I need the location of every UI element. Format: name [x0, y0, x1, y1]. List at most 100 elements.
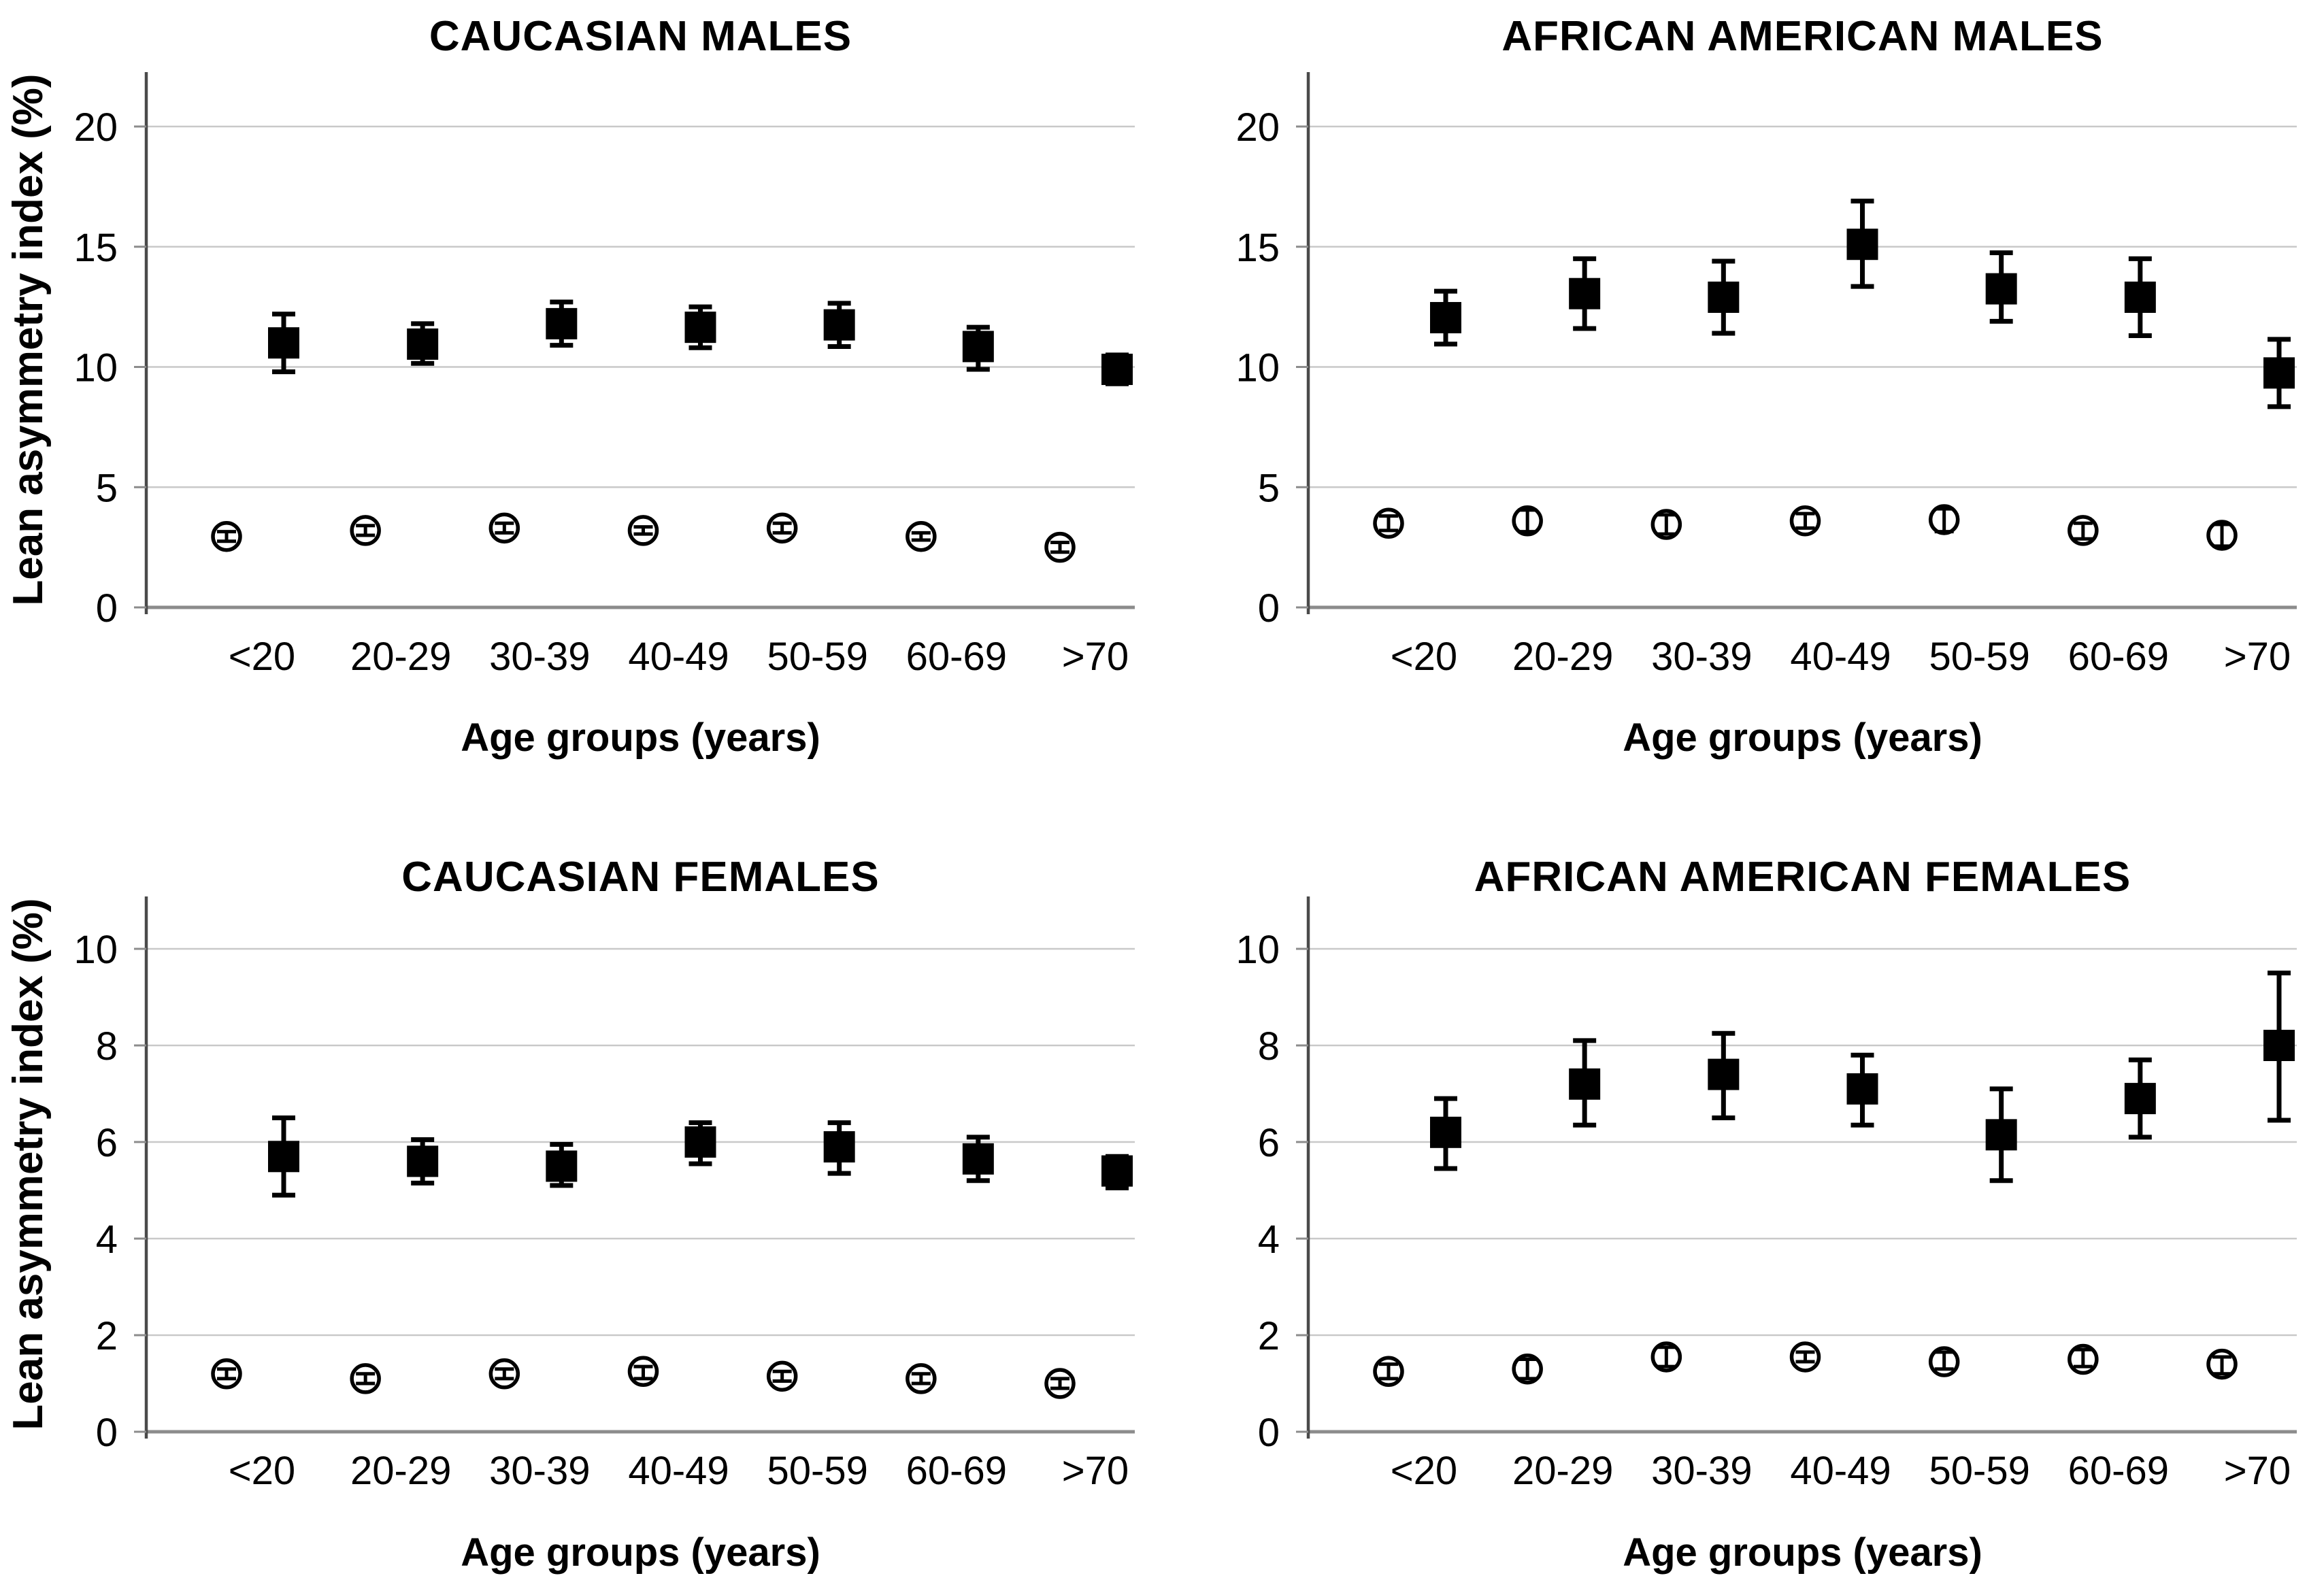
circle-data-point — [1789, 505, 1821, 537]
square-data-point — [1846, 1052, 1878, 1128]
x-tick-label: 50-59 — [1929, 1449, 2029, 1493]
y-tick-label: 4 — [1258, 1218, 1280, 1262]
circle-data-point — [211, 1358, 242, 1390]
x-tick-label: >70 — [2224, 1449, 2291, 1493]
y-tick-label: 8 — [96, 1024, 118, 1069]
x-axis-title: Age groups (years) — [1623, 1530, 1982, 1575]
x-tick-label: 20-29 — [350, 1449, 451, 1493]
circle-data-point — [766, 512, 798, 544]
square-data-point — [1569, 256, 1601, 331]
circle-data-point — [1512, 1353, 1543, 1385]
filled-square-marker — [268, 1141, 299, 1173]
circle-data-point — [627, 515, 659, 546]
square-data-point — [2124, 256, 2156, 339]
x-tick-label: >70 — [1062, 1449, 1129, 1493]
filled-square-marker — [2263, 357, 2295, 389]
y-tick-label: 5 — [96, 466, 118, 510]
filled-square-marker — [1846, 229, 1878, 261]
filled-square-marker — [823, 309, 855, 341]
square-data-point — [407, 1137, 439, 1186]
circle-data-point — [1044, 1368, 1076, 1399]
square-data-point — [1430, 288, 1461, 347]
y-tick-label: 20 — [1235, 105, 1280, 150]
filled-square-marker — [684, 312, 716, 343]
y-tick-label: 10 — [73, 928, 118, 972]
filled-square-marker — [1985, 1119, 2017, 1151]
filled-square-marker — [407, 328, 439, 360]
x-tick-label: 30-39 — [1651, 1449, 1752, 1493]
circle-data-point — [350, 515, 381, 546]
filled-square-marker — [962, 331, 994, 363]
x-tick-label: 20-29 — [1512, 635, 1613, 679]
square-data-point — [268, 1115, 299, 1198]
x-tick-label: 30-39 — [489, 1449, 590, 1493]
circle-data-point — [766, 1360, 798, 1392]
square-data-point — [1101, 1154, 1133, 1190]
x-axis-title: Age groups (years) — [461, 716, 820, 760]
square-data-point — [684, 1120, 716, 1166]
square-data-point — [823, 1120, 855, 1176]
panel-title: AFRICAN AMERICAN FEMALES — [1474, 854, 2131, 901]
panel-title: CAUCASIAN MALES — [429, 13, 852, 60]
x-tick-label: <20 — [229, 635, 295, 679]
filled-square-marker — [1430, 302, 1461, 334]
chart-african-american-males: 0 5 10 15 20 <20 20-29 30-39 40-49 50-59 60-69 >70 A… — [1235, 13, 2297, 760]
filled-square-marker — [1569, 278, 1601, 309]
x-tick-label: 60-69 — [2068, 1449, 2169, 1493]
y-tick-label: 0 — [1258, 1411, 1280, 1455]
square-data-point — [962, 1135, 994, 1184]
x-tick-label: 60-69 — [2068, 635, 2169, 679]
y-tick-label: 20 — [73, 105, 118, 150]
filled-square-marker — [2263, 1030, 2295, 1061]
filled-square-marker — [1846, 1073, 1878, 1105]
circle-data-point — [906, 1363, 937, 1394]
circle-data-point — [1512, 505, 1543, 537]
circle-data-point — [2206, 520, 2238, 551]
filled-square-marker — [2124, 281, 2156, 313]
square-data-point — [407, 321, 439, 366]
square-data-point — [1985, 1086, 2017, 1184]
panel-title: AFRICAN AMERICAN MALES — [1501, 13, 2103, 60]
y-tick-label: 5 — [1258, 466, 1280, 510]
y-tick-label: 0 — [96, 586, 118, 631]
y-tick-label: 2 — [96, 1314, 118, 1358]
x-tick-label: >70 — [2224, 635, 2291, 679]
y-axis-title: Lean asymmetry index (%) — [5, 73, 52, 605]
filled-square-marker — [546, 307, 578, 339]
filled-square-marker — [546, 1150, 578, 1182]
square-data-point — [1569, 1038, 1601, 1128]
chart-caucasian-females: 0 2 4 6 8 10 <20 20-29 30-39 40-49 50-59 60-69 >70 Ag… — [5, 854, 1135, 1575]
x-tick-label: >70 — [1062, 635, 1129, 679]
circle-data-point — [1650, 509, 1682, 540]
square-data-point — [546, 299, 578, 348]
filled-square-marker — [1101, 354, 1133, 386]
x-tick-label: 40-49 — [628, 1449, 729, 1493]
x-tick-label: 60-69 — [906, 1449, 1007, 1493]
y-axis-title: Lean asymmetry index (%) — [5, 898, 52, 1430]
circle-data-point — [1373, 507, 1404, 539]
x-tick-label: 50-59 — [767, 635, 867, 679]
y-tick-label: 0 — [1258, 586, 1280, 631]
filled-square-marker — [1708, 281, 1740, 313]
panel-caucasian-females: 0 2 4 6 8 10 <20 20-29 30-39 40-49 50-59 60-69 >70 Ag… — [0, 789, 1162, 1578]
y-tick-label: 0 — [96, 1411, 118, 1455]
x-tick-label: <20 — [1391, 635, 1457, 679]
y-tick-label: 10 — [73, 346, 118, 390]
panel-title: CAUCASIAN FEMALES — [401, 854, 879, 901]
circle-data-point — [1650, 1341, 1682, 1373]
x-tick-label: <20 — [229, 1449, 295, 1493]
square-data-point — [2263, 337, 2295, 409]
x-tick-label: 40-49 — [628, 635, 729, 679]
x-tick-label: 30-39 — [489, 635, 590, 679]
circle-data-point — [906, 520, 937, 552]
circle-data-point — [2206, 1348, 2238, 1380]
y-tick-label: 10 — [1235, 928, 1280, 972]
filled-square-marker — [1708, 1058, 1740, 1090]
y-tick-label: 6 — [96, 1121, 118, 1165]
y-tick-label: 2 — [1258, 1314, 1280, 1358]
square-data-point — [2263, 971, 2295, 1123]
y-tick-label: 15 — [1235, 226, 1280, 270]
y-tick-label: 8 — [1258, 1024, 1280, 1069]
filled-square-marker — [1101, 1155, 1133, 1187]
x-tick-label: 40-49 — [1790, 635, 1891, 679]
